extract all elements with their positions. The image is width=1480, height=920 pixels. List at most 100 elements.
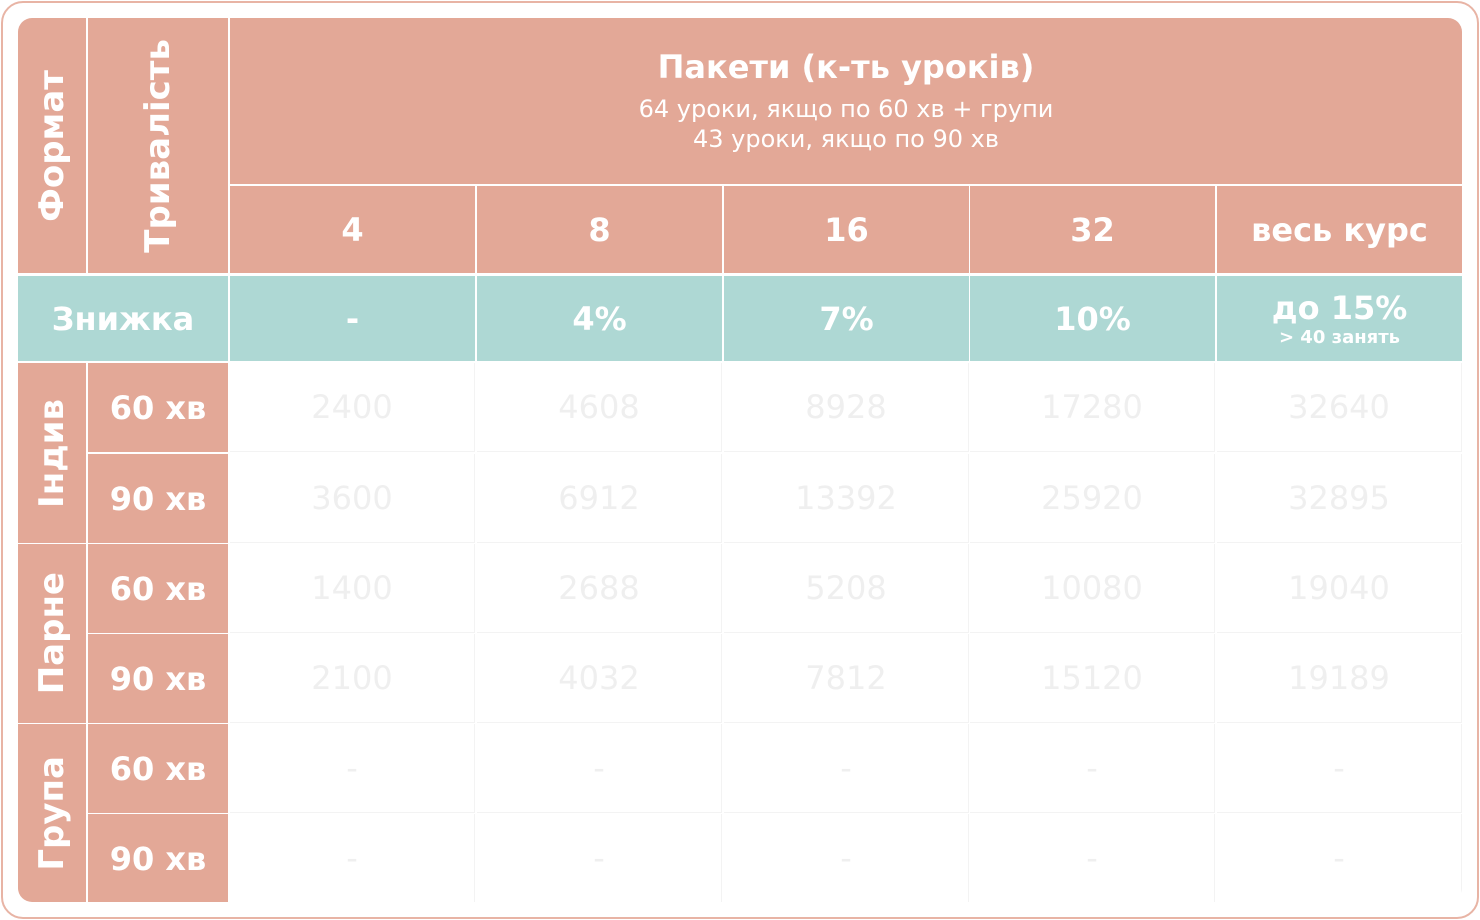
price-cell: 17280 xyxy=(970,363,1215,452)
price-cell: - xyxy=(477,724,722,813)
price-cell: 25920 xyxy=(970,454,1215,543)
duration-name: 90 хв xyxy=(109,479,207,518)
price: 6912 xyxy=(558,479,640,517)
price: 10080 xyxy=(1041,569,1143,607)
price-table: Формат Тривалість Пакети (к-ть уроків) 64 у… xyxy=(18,18,1462,902)
price: 15120 xyxy=(1041,659,1143,697)
price: - xyxy=(840,749,852,787)
price: - xyxy=(593,839,605,877)
price: 2400 xyxy=(311,388,393,426)
package-cell: 16 xyxy=(724,186,969,273)
price-cell: - xyxy=(970,724,1215,813)
duration-name: 60 хв xyxy=(109,749,207,788)
format-cell: Індив xyxy=(18,363,86,543)
price: 7812 xyxy=(805,659,887,697)
format-label: Формат xyxy=(32,69,72,222)
price-cell: - xyxy=(1217,814,1462,902)
duration-cell: 90 хв xyxy=(88,634,228,723)
duration-cell: 90 хв xyxy=(88,454,228,543)
discount-value: - xyxy=(345,299,360,338)
package-cell: 8 xyxy=(477,186,722,273)
price-cell: - xyxy=(724,814,969,902)
price: 5208 xyxy=(805,569,887,607)
price-cell: 4032 xyxy=(477,634,722,723)
discount-cell: 4% xyxy=(477,276,722,361)
price-cell: 5208 xyxy=(724,544,969,633)
price: 3600 xyxy=(311,479,393,517)
duration-name: 90 хв xyxy=(109,659,207,698)
price-cell: - xyxy=(230,724,475,813)
price: - xyxy=(840,839,852,877)
duration-header: Тривалість xyxy=(88,18,228,273)
duration-label: Тривалість xyxy=(138,38,178,253)
price: 2688 xyxy=(558,569,640,607)
price-cell: - xyxy=(477,814,722,902)
price-cell: 8928 xyxy=(724,363,969,452)
price-cell: 2100 xyxy=(230,634,475,723)
format-name: Індив xyxy=(32,398,72,508)
discount-cell: до 15% > 40 занять xyxy=(1217,276,1462,361)
package-cell: 4 xyxy=(230,186,475,273)
packages-header: Пакети (к-ть уроків) 64 уроки, якщо по 60… xyxy=(230,18,1462,184)
price: 17280 xyxy=(1041,388,1143,426)
discount-value: 10% xyxy=(1054,299,1131,338)
price: 4608 xyxy=(558,388,640,426)
price-cell: - xyxy=(230,814,475,902)
discount-label: Знижка xyxy=(51,299,195,338)
format-cell: Група xyxy=(18,724,86,902)
package-count: 16 xyxy=(824,210,869,249)
price: 8928 xyxy=(805,388,887,426)
duration-cell: 60 хв xyxy=(88,544,228,633)
packages-note: 64 уроки, якщо по 60 хв + групи xyxy=(638,95,1054,123)
price-cell: 32640 xyxy=(1217,363,1462,452)
package-count: 4 xyxy=(341,210,364,249)
price-cell: 19189 xyxy=(1217,634,1462,723)
price: - xyxy=(593,749,605,787)
price: 4032 xyxy=(558,659,640,697)
price-cell: 13392 xyxy=(724,454,969,543)
format-name: Парне xyxy=(32,572,72,695)
package-cell: весь курс xyxy=(1217,186,1462,273)
format-header: Формат xyxy=(18,18,86,273)
package-count: весь курс xyxy=(1251,210,1428,249)
packages-title: Пакети (к-ть уроків) xyxy=(657,48,1035,86)
price: 2100 xyxy=(311,659,393,697)
duration-name: 60 хв xyxy=(109,388,207,427)
format-name: Група xyxy=(32,756,72,871)
price: 19189 xyxy=(1288,659,1390,697)
price-cell: - xyxy=(970,814,1215,902)
price-cell: - xyxy=(1217,724,1462,813)
discount-value: до 15% xyxy=(1271,289,1408,327)
price-cell: 2400 xyxy=(230,363,475,452)
duration-cell: 60 хв xyxy=(88,724,228,813)
duration-name: 60 хв xyxy=(109,569,207,608)
discount-value: 4% xyxy=(572,299,627,338)
package-cell: 32 xyxy=(970,186,1215,273)
price-cell: - xyxy=(724,724,969,813)
price: - xyxy=(1333,749,1345,787)
price-cell: 4608 xyxy=(477,363,722,452)
price: 19040 xyxy=(1288,569,1390,607)
price-cell: 15120 xyxy=(970,634,1215,723)
discount-value: 7% xyxy=(819,299,874,338)
price: - xyxy=(346,749,358,787)
price: - xyxy=(1086,839,1098,877)
discount-cell: - xyxy=(230,276,475,361)
price: 32640 xyxy=(1288,388,1390,426)
price: 13392 xyxy=(795,479,897,517)
discount-cell: 7% xyxy=(724,276,969,361)
price-cell: 3600 xyxy=(230,454,475,543)
packages-note: 43 уроки, якщо по 90 хв xyxy=(692,125,999,153)
discount-cell: 10% xyxy=(970,276,1215,361)
price-cell: 7812 xyxy=(724,634,969,723)
duration-cell: 60 хв xyxy=(88,363,228,452)
duration-cell: 90 хв xyxy=(88,814,228,902)
price: - xyxy=(1333,839,1345,877)
price: 1400 xyxy=(311,569,393,607)
discount-label-cell: Знижка xyxy=(18,276,228,361)
price-cell: 19040 xyxy=(1217,544,1462,633)
price: 25920 xyxy=(1041,479,1143,517)
price-cell: 32895 xyxy=(1217,454,1462,543)
price-cell: 6912 xyxy=(477,454,722,543)
